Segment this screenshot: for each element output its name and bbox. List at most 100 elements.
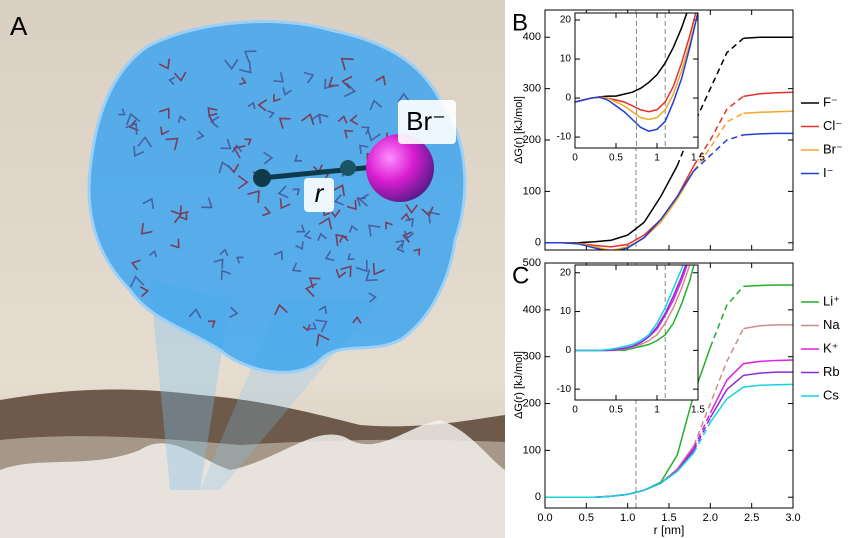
water-molecule [236,256,244,264]
water-molecule [232,145,246,159]
water-molecule [358,144,369,155]
series-line [693,112,744,172]
series-line [709,383,793,423]
water-molecule [137,135,152,148]
water-molecule [369,99,383,111]
water-molecule [315,319,328,333]
water-molecule [133,145,145,158]
water-molecule [413,248,421,256]
y-tick-label: 0 [565,345,571,356]
water-molecule [247,190,260,203]
water-molecule [263,151,274,165]
water-molecule [165,137,179,151]
y-tick-label: 10 [560,306,572,317]
water-molecule [219,248,229,257]
series-line [743,36,793,40]
panel-label: B [512,9,528,36]
series-line [709,371,793,418]
water-molecule [329,209,341,219]
series-line [693,95,744,167]
water-molecule [291,262,302,273]
water-molecule [282,87,292,96]
water-molecule [318,113,329,124]
series-line [575,265,684,352]
series-line [743,110,793,115]
water-molecule [340,265,352,278]
water-molecule [375,75,386,86]
y-tick-label: 100 [523,444,541,456]
water-molecule [257,99,268,112]
water-molecule [396,243,405,253]
legend-label: F⁻ [823,94,838,109]
x-axis-label: r [nm] [654,523,685,537]
plot-frame [544,262,794,509]
water-molecule [274,303,288,316]
y-tick-label: 0 [535,237,541,249]
water-molecule [158,58,171,70]
plot-frame [544,9,794,251]
legend-label: Na [823,317,840,332]
water-molecule [346,199,357,211]
water-molecule [142,197,155,210]
water-molecule [335,268,347,279]
legend-label: Cs [823,387,839,402]
plot-frame [574,264,699,401]
water-molecule [273,72,285,83]
water-molecule [318,216,333,230]
series-line [575,13,698,133]
water-molecule [340,57,354,71]
water-molecule [361,126,370,135]
series-line [693,134,744,172]
water-molecule [173,71,187,82]
x-tick-label: 0.0 [537,512,552,524]
water-molecule [128,119,139,132]
water-molecule [295,241,304,251]
y-axis-label: ΔG(r) [kJ/mol] [513,96,525,164]
water-molecule [400,212,411,222]
water-molecule [347,253,355,261]
water-molecule [220,269,231,280]
water-molecule [247,101,256,110]
water-molecule [343,82,357,98]
series-line [676,37,744,166]
y-tick-label: 300 [523,351,541,363]
x-tick-label: 1.5 [661,512,676,524]
water-molecule [348,224,358,233]
series-line [693,417,712,451]
y-axis-label: ΔG(r) [kJ/mol] [513,351,525,419]
y-tick-label: 0 [565,93,571,104]
arrow-head [340,160,356,176]
water-molecule [244,138,252,146]
water-molecule [337,115,348,124]
series-line [693,421,711,454]
water-molecule [385,221,393,230]
water-molecule [118,108,126,116]
water-molecule [179,205,189,215]
foam [0,420,505,538]
water-molecule [168,76,176,85]
water-molecule [296,224,306,233]
water-molecule [352,315,362,324]
water-molecule [209,116,220,129]
y-tick-label: 200 [523,397,541,409]
water-molecule [158,107,170,119]
water-molecule [358,193,370,207]
water-molecule [368,224,381,237]
water-molecule [341,75,353,90]
water-molecule [328,76,339,87]
x-tick-label: 0.5 [579,512,594,524]
water-molecule [125,122,138,135]
x-tick-label: 0.5 [609,153,623,164]
series-line [743,132,793,136]
panel-label: C [512,262,529,289]
water-molecule [125,112,141,126]
water-molecule [278,117,291,129]
water-molecule [349,114,359,126]
water-molecule [316,333,330,347]
water-molecule [402,231,413,243]
series-line [743,324,793,330]
water-molecule [196,130,205,141]
series-line [693,328,745,446]
panel-a: Br⁻ r A [0,0,505,538]
water-molecule [273,94,281,103]
